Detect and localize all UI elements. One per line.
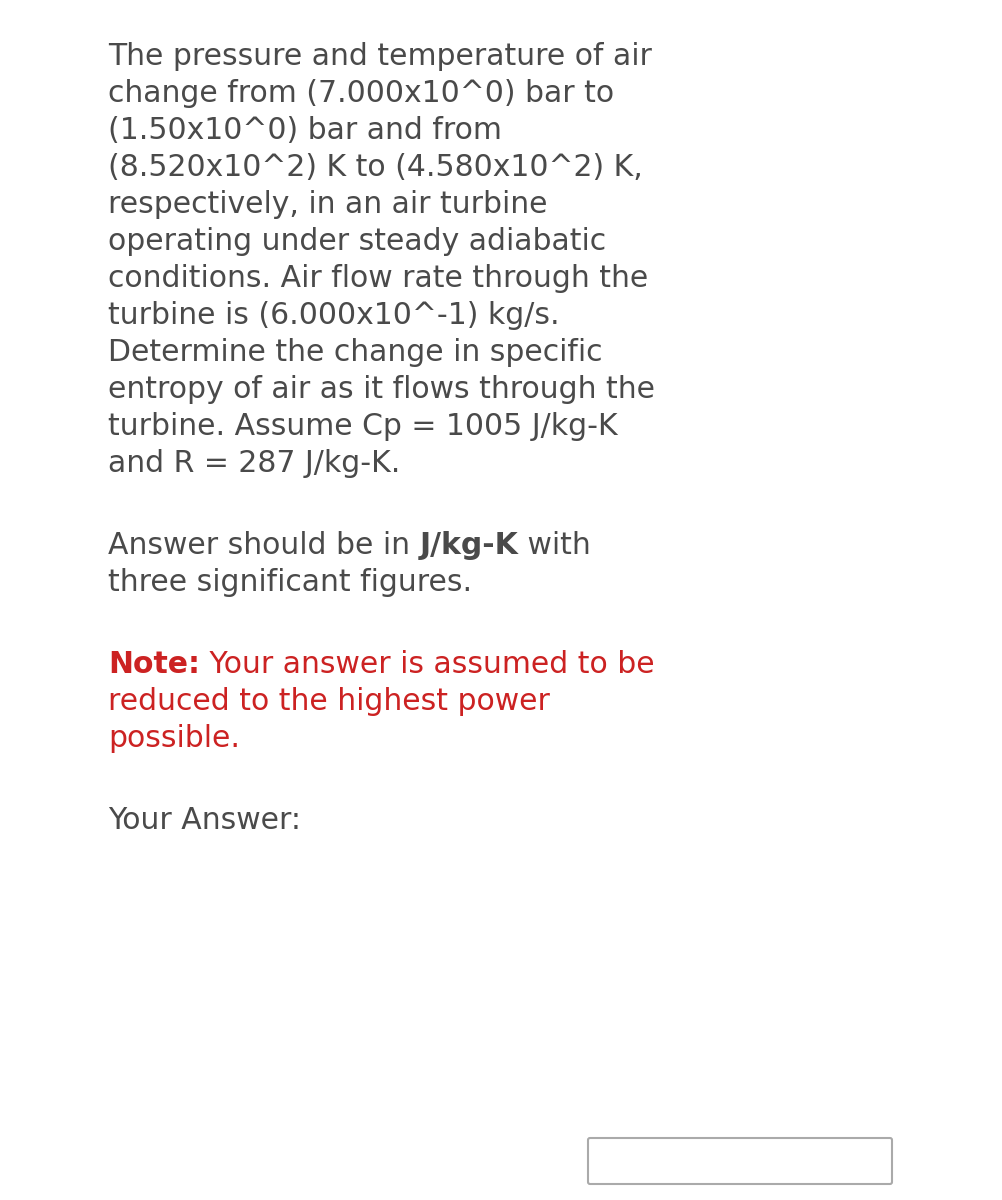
Text: (1.50x10^0) bar and from: (1.50x10^0) bar and from: [108, 116, 501, 145]
Text: Your Answer:: Your Answer:: [108, 806, 301, 835]
Text: J/kg-K: J/kg-K: [419, 530, 518, 560]
Text: reduced to the highest power: reduced to the highest power: [108, 686, 549, 716]
Text: possible.: possible.: [108, 724, 239, 754]
Text: with: with: [518, 530, 590, 560]
Text: The pressure and temperature of air: The pressure and temperature of air: [108, 42, 651, 71]
Text: operating under steady adiabatic: operating under steady adiabatic: [108, 227, 605, 256]
Text: turbine. Assume Cp = 1005 J/kg-K: turbine. Assume Cp = 1005 J/kg-K: [108, 412, 617, 440]
Text: conditions. Air flow rate through the: conditions. Air flow rate through the: [108, 264, 647, 293]
FancyBboxPatch shape: [587, 1138, 891, 1184]
Text: Your answer is assumed to be: Your answer is assumed to be: [199, 650, 654, 679]
Text: turbine is (6.000x10^-1) kg/s.: turbine is (6.000x10^-1) kg/s.: [108, 301, 559, 330]
Text: entropy of air as it flows through the: entropy of air as it flows through the: [108, 374, 654, 404]
Text: Answer should be in: Answer should be in: [108, 530, 419, 560]
Text: respectively, in an air turbine: respectively, in an air turbine: [108, 190, 547, 218]
Text: three significant figures.: three significant figures.: [108, 568, 472, 596]
Text: Determine the change in specific: Determine the change in specific: [108, 338, 602, 367]
Text: and R = 287 J/kg-K.: and R = 287 J/kg-K.: [108, 449, 400, 478]
Text: Note:: Note:: [108, 650, 199, 679]
Text: (8.520x10^2) K to (4.580x10^2) K,: (8.520x10^2) K to (4.580x10^2) K,: [108, 152, 642, 182]
Text: change from (7.000x10^0) bar to: change from (7.000x10^0) bar to: [108, 79, 613, 108]
